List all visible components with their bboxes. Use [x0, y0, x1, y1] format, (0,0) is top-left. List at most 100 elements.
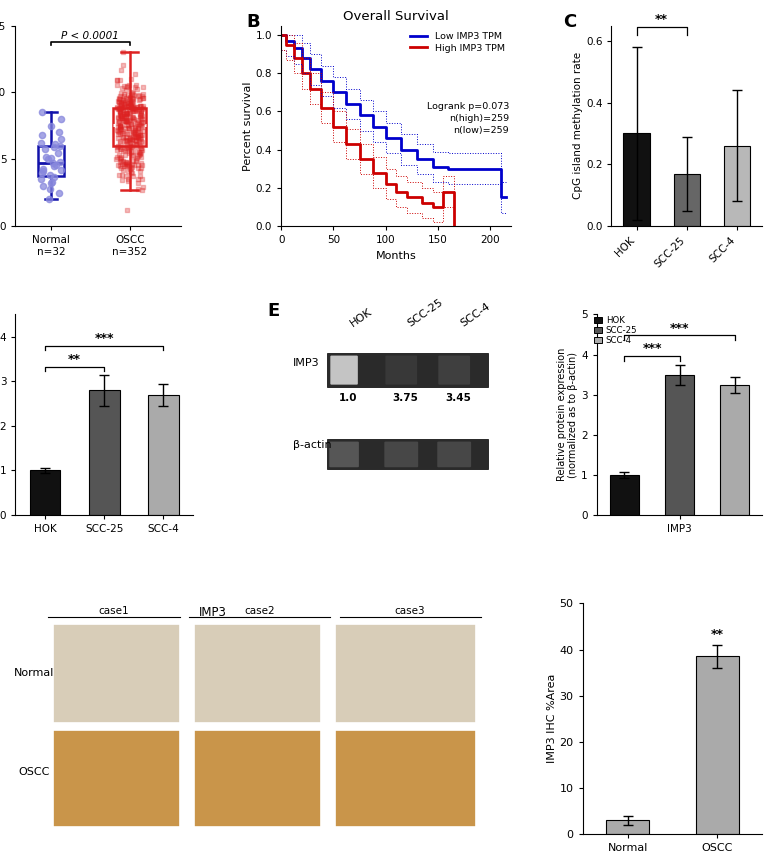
Point [119, 157, 131, 170]
Point [45, 151, 58, 165]
Point [132, 131, 145, 145]
Point [120, 106, 132, 119]
Point [132, 161, 144, 174]
Point [121, 106, 133, 120]
Point [55, 133, 67, 146]
Point [125, 136, 137, 150]
Text: **: ** [711, 628, 724, 641]
Point [115, 110, 127, 123]
Point [131, 129, 143, 143]
Point [55, 163, 67, 177]
Point [116, 122, 128, 135]
Point [129, 104, 142, 117]
Bar [53, 730, 180, 827]
Point [117, 100, 129, 114]
Point [126, 126, 139, 140]
Point [125, 140, 137, 153]
Point [113, 95, 126, 109]
Point [113, 125, 126, 139]
Point [119, 97, 131, 111]
Point [111, 140, 123, 154]
Point [113, 115, 126, 129]
Point [116, 157, 129, 170]
Point [132, 122, 144, 135]
Point [134, 147, 146, 161]
Point [133, 134, 146, 148]
Point [124, 96, 136, 110]
Text: 1.0: 1.0 [339, 392, 357, 403]
Point [121, 157, 133, 171]
Text: Normal: Normal [14, 667, 55, 677]
Bar [335, 730, 476, 827]
Point [132, 148, 145, 162]
Point [122, 118, 134, 132]
Point [122, 172, 135, 186]
Point [120, 83, 132, 96]
Point [118, 126, 130, 140]
Point [126, 157, 139, 170]
Legend: Low IMP3 TPM, High IMP3 TPM: Low IMP3 TPM, High IMP3 TPM [408, 31, 507, 54]
Point [127, 114, 139, 128]
Point [125, 100, 137, 114]
Point [122, 144, 134, 157]
Point [135, 141, 147, 155]
Point [125, 146, 137, 159]
Point [35, 173, 47, 186]
Point [119, 106, 132, 119]
Bar [327, 439, 488, 469]
Point [121, 128, 133, 141]
Point [135, 151, 147, 164]
Point [114, 136, 126, 150]
X-axis label: Months: Months [376, 251, 417, 260]
Point [127, 154, 139, 168]
Point [120, 203, 132, 217]
Point [126, 148, 139, 162]
Point [114, 89, 126, 103]
FancyBboxPatch shape [438, 356, 470, 385]
Text: **: ** [68, 352, 81, 366]
Point [136, 120, 148, 134]
Point [120, 140, 132, 153]
Point [114, 151, 126, 165]
Point [119, 155, 132, 168]
Point [134, 100, 146, 113]
Point [124, 163, 136, 176]
Point [120, 155, 132, 168]
Point [127, 130, 139, 144]
Point [132, 129, 144, 143]
Point [133, 118, 146, 132]
Y-axis label: Relative protein expression
(normalized as to β-actin): Relative protein expression (normalized … [557, 348, 578, 482]
Point [130, 78, 142, 92]
Text: SCC-25: SCC-25 [406, 297, 444, 328]
Text: 3.75: 3.75 [393, 392, 418, 403]
Point [127, 124, 139, 138]
Point [117, 145, 129, 158]
Point [124, 138, 136, 151]
Point [130, 134, 142, 147]
Point [122, 146, 135, 160]
Point [126, 87, 138, 100]
Point [132, 124, 144, 138]
Point [132, 130, 144, 144]
Text: ***: *** [95, 332, 114, 345]
Point [122, 174, 134, 188]
Point [122, 78, 135, 92]
Point [113, 149, 126, 163]
Text: **: ** [655, 13, 668, 26]
Text: ***: *** [642, 342, 661, 356]
Point [112, 128, 124, 141]
Point [122, 107, 134, 121]
Point [129, 125, 141, 139]
Point [123, 159, 136, 173]
Point [119, 122, 131, 135]
Point [133, 104, 146, 117]
Point [129, 129, 141, 142]
Text: case3: case3 [395, 606, 425, 616]
Point [135, 141, 147, 155]
Point [129, 127, 142, 140]
Point [119, 159, 132, 173]
Point [119, 110, 132, 123]
Point [128, 89, 140, 102]
Point [115, 106, 127, 120]
Point [122, 164, 135, 178]
